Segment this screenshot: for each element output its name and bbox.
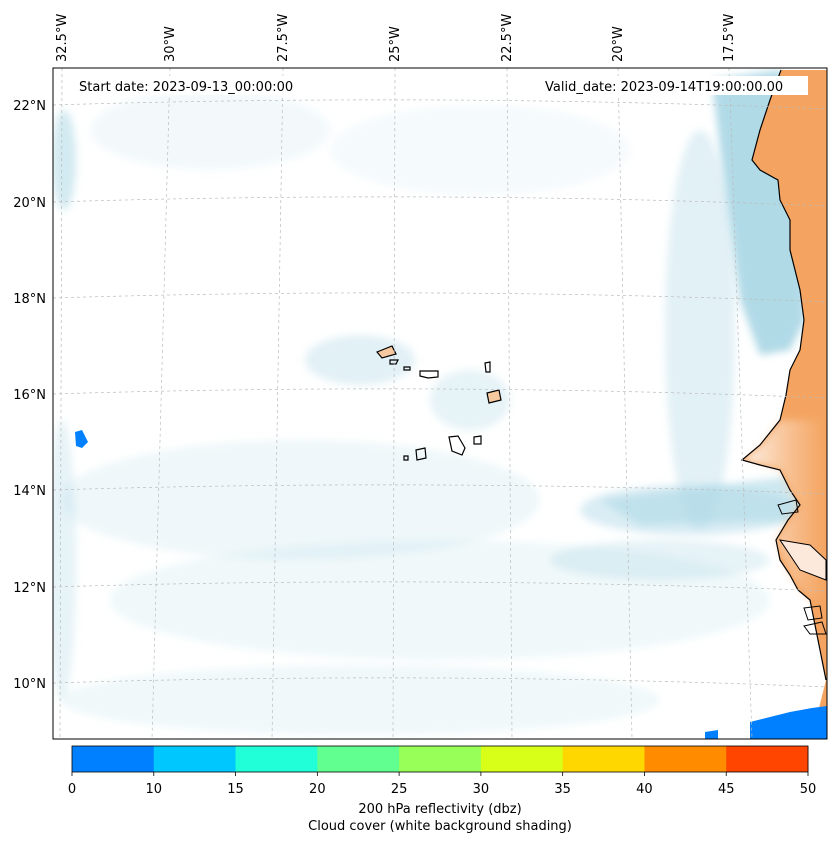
colorbar-ticks: 0 10 15 20 25 30 35 40 45 50 <box>68 772 816 797</box>
parallel-line <box>53 677 827 688</box>
colorbar-tick-label: 30 <box>473 782 490 797</box>
colorbar-segment <box>480 746 564 772</box>
start-date-label: Start date: 2023-09-13_00:00:00 <box>79 80 293 95</box>
meridian-line <box>617 68 633 739</box>
latitude-tick-label: 12°N <box>13 581 46 596</box>
colorbar-tick-label: 45 <box>718 782 735 797</box>
valid-date-box <box>538 76 808 95</box>
map-layers <box>53 68 827 739</box>
colorbar-tick-label: 15 <box>227 782 244 797</box>
longitude-tick-label: 20°W <box>611 26 626 62</box>
colorbar-segment <box>235 746 318 772</box>
colorbar-segment <box>72 746 155 772</box>
parallel-line <box>53 388 827 399</box>
colorbar-tick-label: 40 <box>636 782 653 797</box>
latitude-tick-label: 16°N <box>13 388 46 403</box>
coast-islands <box>778 539 827 581</box>
colorbar-segment <box>644 746 727 772</box>
cape-verde-islands <box>376 345 502 461</box>
colorbar-frame <box>71 745 809 773</box>
colorbar-tick-label: 35 <box>554 782 571 797</box>
colorbar-tick-label: 25 <box>391 782 408 797</box>
meridian-line <box>59 68 63 739</box>
parallel-line <box>53 196 827 207</box>
colorbar-tick-label: 50 <box>800 782 817 797</box>
latitude-tick-label: 14°N <box>13 484 46 499</box>
meridian-line <box>728 68 753 739</box>
parallel-line <box>53 292 827 303</box>
longitude-labels: 32.5°W 30°W 27.5°W 25°W 22.5°W 20°W 17.5°W <box>55 14 737 62</box>
map-frame <box>52 67 828 740</box>
colorbar-segment <box>153 746 237 772</box>
latitude-tick-label: 22°N <box>13 99 46 114</box>
colorbar <box>72 746 809 772</box>
colorbar-segment <box>562 746 645 772</box>
africa-coastline <box>740 69 827 681</box>
latitude-tick-label: 18°N <box>13 292 46 307</box>
valid-date-label: Valid_date: 2023-09-14T19:00:00.00 <box>545 80 783 95</box>
longitude-tick-label: 30°W <box>163 26 178 62</box>
cloud-cover-shading <box>53 90 800 735</box>
longitude-tick-label: 22.5°W <box>500 14 515 62</box>
longitude-tick-label: 17.5°W <box>722 14 737 62</box>
coast-islet <box>803 621 827 635</box>
colorbar-segment <box>399 746 482 772</box>
colorbar-sublabel: Cloud cover (white background shading) <box>308 819 572 834</box>
colorbar-segment <box>317 746 400 772</box>
latitude-tick-label: 20°N <box>13 196 46 211</box>
map-gridlines <box>53 68 827 739</box>
colorbar-tick-label: 0 <box>68 782 76 797</box>
colorbar-tick-label: 20 <box>309 782 326 797</box>
reflectivity-patch-west <box>75 430 88 448</box>
longitude-tick-label: 27.5°W <box>276 14 291 62</box>
parallel-line <box>53 581 827 592</box>
coast-islet <box>803 605 823 621</box>
meridian-line <box>151 68 171 739</box>
latitude-labels: 22°N 20°N 18°N 16°N 14°N 12°N 10°N <box>13 99 46 692</box>
colorbar-tick-label: 10 <box>146 782 163 797</box>
meridian-line <box>392 68 396 739</box>
start-date-box <box>72 76 314 95</box>
parallel-line <box>53 99 827 110</box>
meridian-line <box>506 68 513 739</box>
colorbar-label: 200 hPa reflectivity (dbz) <box>358 802 521 817</box>
longitude-tick-label: 32.5°W <box>55 14 70 62</box>
colorbar-segment <box>726 746 809 772</box>
latitude-tick-label: 10°N <box>13 677 46 692</box>
reflectivity-patch-south-small <box>705 730 718 739</box>
parallel-line <box>53 484 827 495</box>
reflectivity-patch-south <box>750 706 827 739</box>
meridian-line <box>271 68 284 739</box>
longitude-tick-label: 25°W <box>388 26 403 62</box>
coast-detail <box>777 499 799 515</box>
